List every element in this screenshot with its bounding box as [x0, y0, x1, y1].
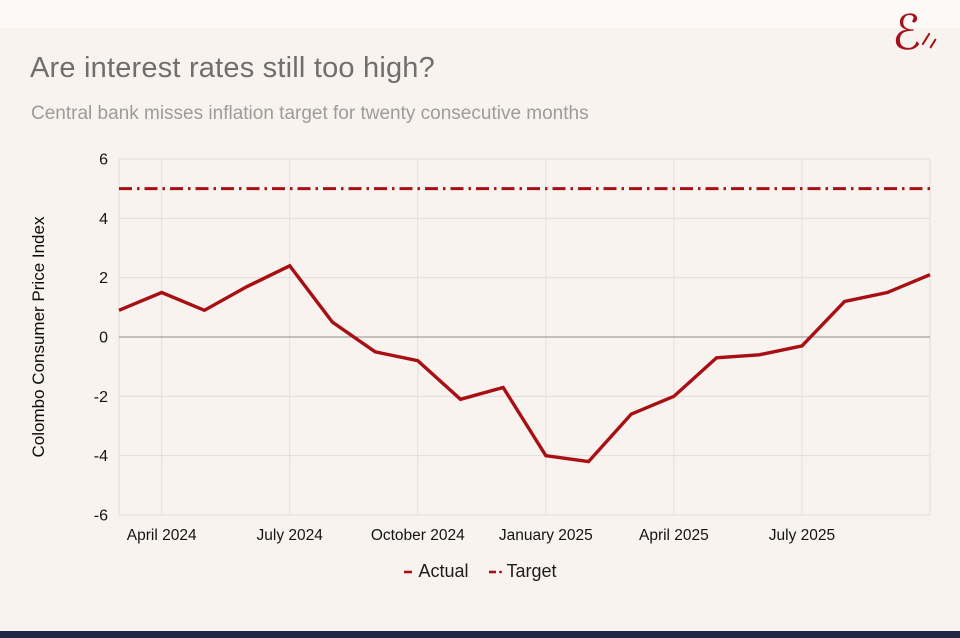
svg-text:0: 0: [99, 330, 108, 347]
page-title: Are interest rates still too high?: [30, 52, 435, 84]
svg-text:April 2025: April 2025: [639, 527, 709, 544]
line-chart-canvas: April 2024 July 2024 October 2024 January 2…: [29, 152, 931, 544]
legend-label-target: Target: [506, 561, 557, 581]
legend-label-actual: Actual: [418, 561, 469, 581]
svg-text:-6: -6: [94, 508, 108, 525]
svg-text:6: 6: [99, 152, 108, 169]
svg-text:Colombo Consumer Price Index: Colombo Consumer Price Index: [29, 216, 48, 457]
brand-logo: ℰ: [892, 4, 944, 66]
legend-item-target: Target: [488, 561, 557, 582]
svg-text:January 2025: January 2025: [499, 527, 593, 544]
page-subtitle: Central bank misses inflation target for…: [31, 103, 589, 124]
svg-text:-2: -2: [94, 389, 108, 406]
svg-text:July 2024: July 2024: [257, 527, 324, 544]
legend-item-actual: Actual: [403, 561, 469, 582]
actual-line-swatch-icon: [404, 570, 413, 573]
svg-text:July 2025: July 2025: [769, 527, 835, 544]
svg-text:April 2024: April 2024: [127, 527, 197, 544]
svg-text:October 2024: October 2024: [371, 527, 465, 544]
svg-text:4: 4: [99, 211, 108, 228]
chart-legend: Actual Target: [0, 561, 960, 582]
brand-logo-icon: ℰ: [892, 5, 922, 61]
target-line-swatch-icon: [488, 570, 502, 573]
svg-text:2: 2: [99, 270, 108, 287]
svg-text:-4: -4: [94, 448, 108, 465]
bottom-bar: [0, 631, 960, 638]
